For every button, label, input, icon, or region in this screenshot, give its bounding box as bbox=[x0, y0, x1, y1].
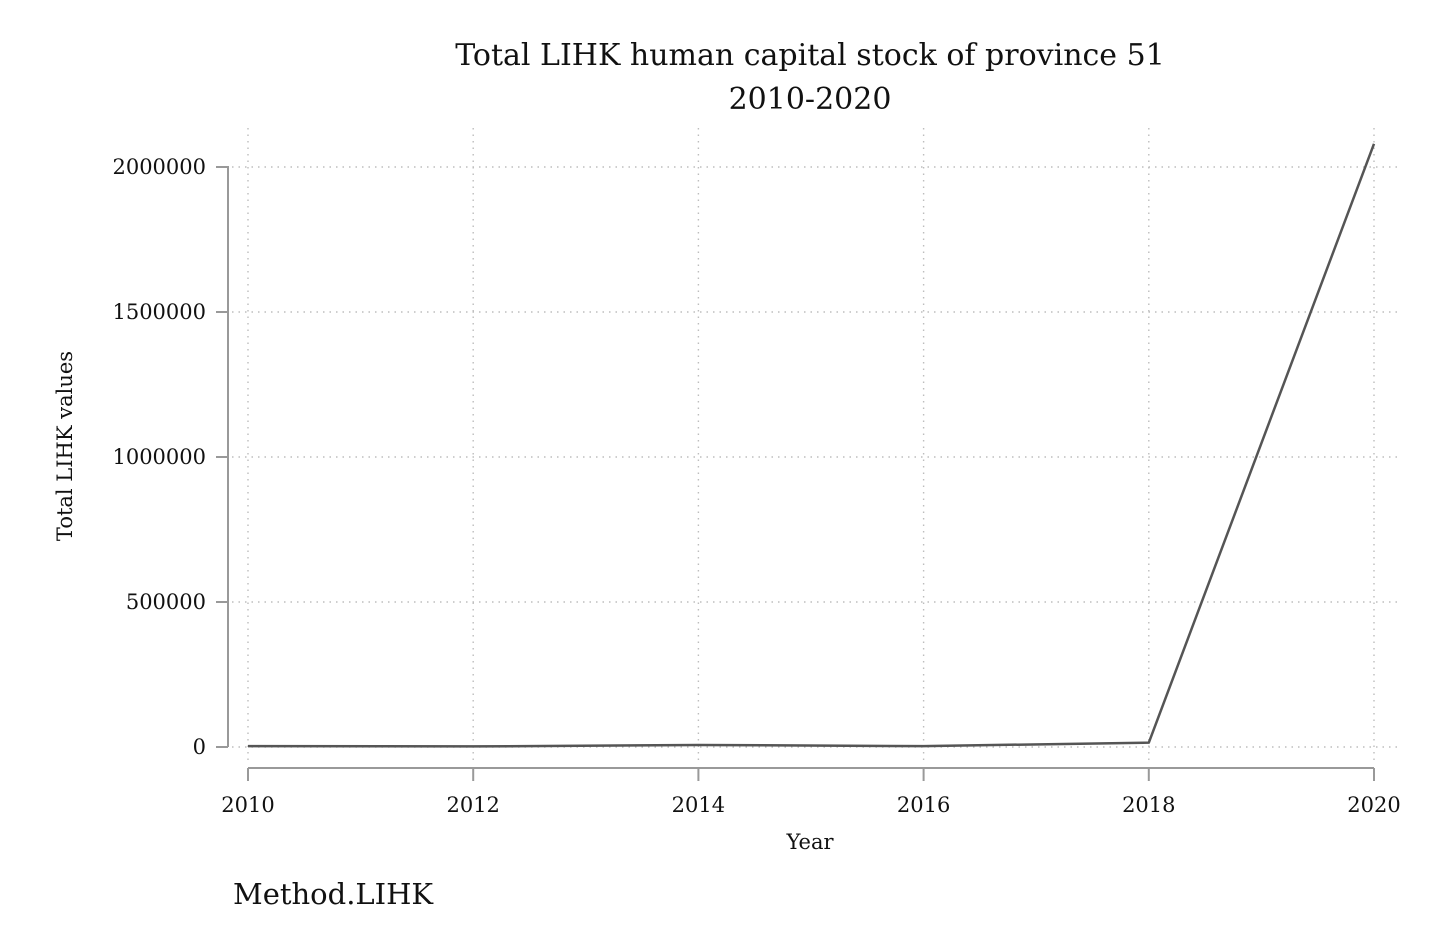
x-tick-label: 2018 bbox=[1122, 793, 1175, 817]
series-layer bbox=[246, 142, 1376, 748]
data-point bbox=[471, 744, 475, 748]
data-point bbox=[1147, 741, 1151, 745]
y-tick-label: 500000 bbox=[126, 590, 206, 614]
data-point bbox=[696, 743, 700, 747]
grid bbox=[232, 128, 1398, 762]
y-tick-label: 0 bbox=[193, 735, 206, 759]
x-tick-label: 2020 bbox=[1347, 793, 1400, 817]
chart-title: Total LIHK human capital stock of provin… bbox=[455, 38, 1165, 73]
series-line bbox=[247, 143, 1376, 748]
data-point bbox=[246, 744, 250, 748]
y-tick-label: 2000000 bbox=[112, 155, 206, 179]
y-tick-label: 1500000 bbox=[112, 300, 206, 324]
x-tick-label: 2016 bbox=[897, 793, 950, 817]
x-axis-title: Year bbox=[785, 830, 834, 854]
y-tick-label: 1000000 bbox=[112, 445, 206, 469]
data-point bbox=[922, 744, 926, 748]
chart-subtitle: 2010-2020 bbox=[729, 82, 892, 117]
x-tick-label: 2010 bbox=[221, 793, 274, 817]
axes: 0 500000 1000000 1500000 2000000 2010 2012 2014… bbox=[112, 155, 1400, 817]
data-point bbox=[1372, 142, 1376, 146]
y-axis-title: Total LIHK values bbox=[53, 351, 77, 541]
x-tick-label: 2012 bbox=[446, 793, 499, 817]
method-note: Method.LIHK bbox=[233, 877, 434, 911]
x-tick-label: 2014 bbox=[672, 793, 725, 817]
